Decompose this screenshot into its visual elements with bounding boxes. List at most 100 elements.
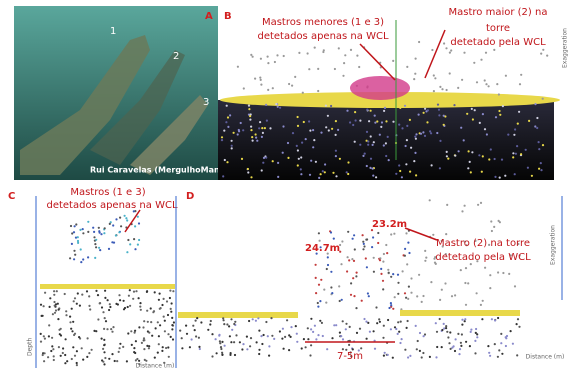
sonar-point (365, 139, 368, 142)
sonar-point (136, 357, 139, 361)
sonar-point (269, 127, 272, 130)
sonar-point (453, 349, 457, 353)
sonar-point (375, 306, 378, 309)
sonar-point (342, 74, 345, 77)
sonar-point (445, 150, 448, 153)
sonar-point (528, 119, 531, 122)
seabed-layer (220, 92, 560, 108)
sonar-point (250, 125, 253, 128)
sonar-point (441, 88, 444, 91)
sonar-point (257, 317, 260, 320)
sonar-point (219, 342, 222, 345)
sonar-point (322, 50, 325, 54)
sonar-point (75, 302, 78, 305)
sonar-point (404, 348, 407, 351)
sonar-point (371, 167, 374, 170)
sonar-point (400, 176, 403, 179)
sonar-point (222, 317, 225, 320)
sonar-point (480, 58, 483, 61)
sonar-point (145, 290, 148, 293)
annotation: Mastro maior (2) na (449, 7, 548, 18)
sonar-point (518, 254, 521, 257)
sonar-point (57, 308, 60, 311)
sonar-point (382, 144, 385, 147)
sonar-point (259, 76, 262, 79)
sonar-point (246, 348, 249, 351)
sonar-point (372, 174, 375, 177)
sonar-point (460, 126, 463, 129)
sonar-point (268, 354, 271, 357)
sonar-point (221, 353, 224, 356)
sonar-point (514, 152, 518, 155)
sonar-point (354, 111, 357, 114)
sonar-point (103, 232, 106, 235)
sonar-point (430, 164, 433, 167)
sonar-point (72, 300, 75, 303)
sonar-point (359, 143, 362, 146)
sonar-point (487, 85, 490, 88)
sonar-point (439, 139, 442, 142)
sonar-point (296, 164, 299, 167)
sonar-point (372, 141, 375, 144)
sonar-point (392, 273, 395, 276)
depth-label: 23.2m (372, 219, 407, 230)
sonar-point (430, 281, 433, 284)
sonar-point (72, 231, 76, 234)
sonar-point (338, 285, 341, 288)
sonar-point (139, 302, 142, 305)
sonar-point (190, 338, 193, 341)
sonar-point (441, 328, 444, 332)
sonar-point (331, 127, 334, 130)
sonar-point (156, 321, 159, 324)
sonar-point (406, 263, 409, 266)
panel-c: C Mastros (1 e 3) detetados apenas na WC… (0, 187, 178, 376)
sonar-point (263, 127, 266, 130)
sonar-point (500, 158, 504, 161)
sonar-point (238, 341, 241, 344)
sonar-point (354, 119, 357, 122)
sonar-point (326, 348, 329, 351)
sonar-point (349, 351, 352, 354)
sonar-point (374, 121, 377, 124)
sonar-point (494, 116, 498, 119)
sonar-point (255, 136, 258, 139)
sonar-point (365, 164, 368, 168)
sonar-point (229, 114, 232, 117)
sonar-point (511, 342, 514, 345)
sonar-point (146, 344, 149, 347)
sonar-point (488, 351, 491, 354)
sonar-point (406, 319, 409, 323)
mast-shape (20, 35, 150, 175)
sonar-point (227, 125, 230, 128)
sonar-point (369, 135, 372, 138)
sonar-point (524, 148, 527, 151)
sonar-point (530, 174, 534, 177)
sonar-point (382, 336, 385, 339)
sonar-point (448, 72, 451, 75)
sonar-point (405, 296, 408, 299)
sonar-point (75, 364, 78, 367)
sonar-point (247, 104, 251, 107)
sonar-point (42, 335, 45, 338)
sonar-point (392, 120, 395, 123)
sonar-point (489, 148, 492, 151)
sonar-point (393, 232, 396, 235)
sonar-point (120, 225, 123, 228)
sonar-point (102, 360, 105, 363)
sonar-point (59, 354, 62, 357)
sonar-point (318, 176, 321, 179)
sonar-point (273, 60, 276, 64)
sonar-point (381, 279, 385, 282)
sonar-point (108, 308, 111, 312)
sonar-point (502, 271, 505, 275)
sonar-point (134, 225, 137, 228)
sonar-point (408, 118, 411, 121)
sonar-point (534, 103, 537, 106)
sonar-point (353, 234, 356, 237)
sonar-point (260, 335, 263, 338)
sonar-point (273, 337, 276, 340)
sonar-point (440, 288, 443, 291)
sonar-point (468, 345, 471, 348)
sonar-point (143, 358, 146, 361)
sonar-point (478, 154, 481, 157)
